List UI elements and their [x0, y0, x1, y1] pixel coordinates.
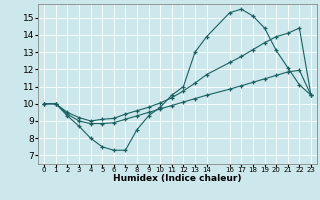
- X-axis label: Humidex (Indice chaleur): Humidex (Indice chaleur): [113, 174, 242, 183]
